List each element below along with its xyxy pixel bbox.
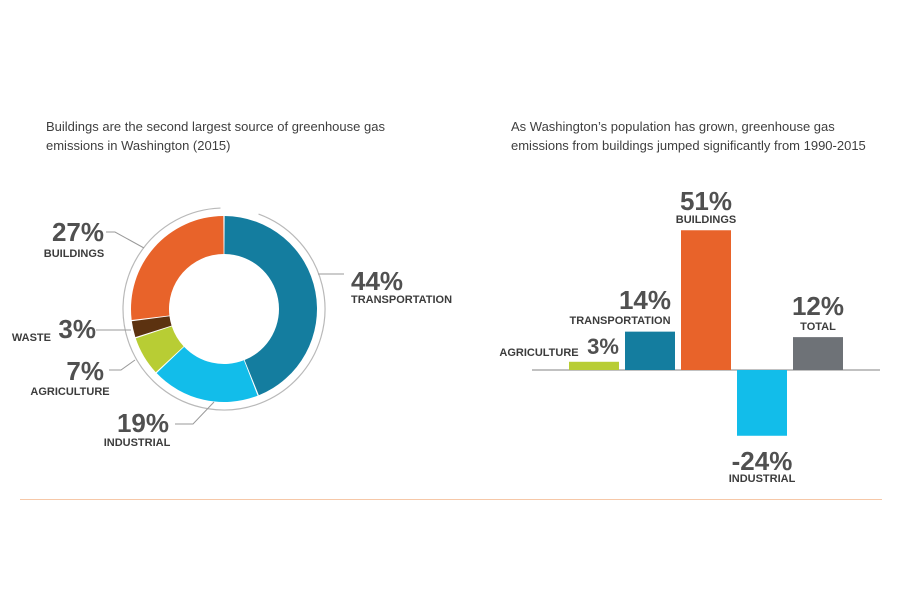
donut-value-label-agriculture: 7% — [66, 356, 104, 386]
donut-slice-agriculture — [135, 326, 184, 373]
donut-slice-transportation — [224, 216, 317, 396]
donut-value-label-transportation: 44% — [351, 266, 403, 296]
bar-value-label-agriculture: 3% — [587, 334, 619, 359]
donut-leader-agriculture — [109, 359, 136, 371]
donut-chart-title: Buildings are the second largest source … — [46, 119, 385, 153]
donut-name-label-transportation: TRANSPORTATION — [351, 294, 452, 306]
donut-name-label-industrial: INDUSTRIAL — [104, 437, 171, 449]
donut-slice-buildings — [131, 216, 224, 321]
donut-value-label-buildings: 27% — [52, 217, 104, 247]
bar-industrial — [737, 370, 787, 436]
bar-value-label-industrial: -24% — [732, 446, 793, 476]
donut-slice-waste — [131, 316, 172, 338]
bar-buildings — [681, 230, 731, 370]
bar-category-label-agriculture: AGRICULTURE — [499, 347, 578, 359]
bar-chart: 3% AGRICULTURE 14%TRANSPORTATION 51%BUILDIN… — [499, 186, 880, 485]
donut-value-label-industrial: 19% — [117, 408, 169, 438]
donut-leader-buildings — [106, 231, 145, 249]
donut-chart — [122, 207, 326, 411]
donut-name-label-agriculture: AGRICULTURE — [30, 386, 109, 398]
bar-category-label-industrial: INDUSTRIAL — [729, 473, 796, 485]
donut-name-label-waste: WASTE — [12, 332, 51, 344]
bar-category-label-transportation: TRANSPORTATION — [569, 315, 670, 327]
bar-category-label-total: TOTAL — [800, 321, 836, 333]
bar-transportation — [625, 331, 675, 370]
bar-total — [793, 337, 843, 370]
donut-chart-labels: 44%TRANSPORTATION 19%INDUSTRIAL 7%AGRICULT… — [12, 217, 452, 449]
donut-value-label-waste: 3% — [58, 314, 96, 344]
bar-value-label-total: 12% — [792, 291, 844, 321]
bar-agriculture — [569, 361, 619, 370]
bar-category-label-buildings: BUILDINGS — [676, 214, 737, 226]
bar-chart-title: As Washington’s population has grown, gr… — [511, 119, 866, 153]
bar-value-label-buildings: 51% — [680, 186, 732, 216]
donut-name-label-buildings: BUILDINGS — [44, 248, 105, 260]
section-divider — [20, 499, 882, 500]
bar-value-label-transportation: 14% — [619, 285, 671, 315]
donut-leader-industrial — [175, 401, 215, 425]
donut-slice-industrial — [156, 346, 258, 402]
